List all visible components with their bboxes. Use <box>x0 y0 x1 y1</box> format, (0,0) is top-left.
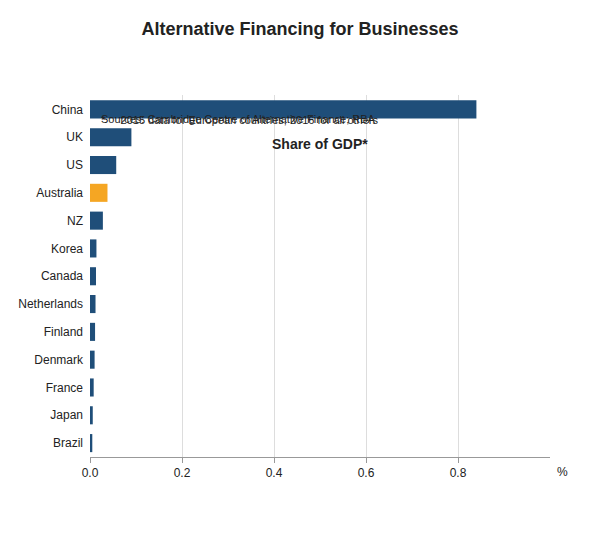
svg-text:Netherlands: Netherlands <box>18 297 83 311</box>
svg-text:US: US <box>66 158 83 172</box>
svg-text:Australia: Australia <box>36 186 83 200</box>
svg-text:Share of GDP*: Share of GDP* <box>272 136 368 152</box>
svg-text:0.2: 0.2 <box>174 466 191 480</box>
svg-text:Finland: Finland <box>44 325 83 339</box>
svg-text:Japan: Japan <box>50 408 83 422</box>
svg-text:Korea: Korea <box>51 242 83 256</box>
svg-text:China: China <box>52 103 84 117</box>
svg-text:%: % <box>557 465 568 479</box>
svg-text:France: France <box>46 381 84 395</box>
svg-text:Canada: Canada <box>41 269 83 283</box>
svg-text:0.8: 0.8 <box>450 466 467 480</box>
svg-text:Brazil: Brazil <box>53 436 83 450</box>
svg-text:Denmark: Denmark <box>34 353 84 367</box>
svg-text:0.6: 0.6 <box>358 466 375 480</box>
svg-text:0.4: 0.4 <box>266 466 283 480</box>
svg-text:0.0: 0.0 <box>82 466 99 480</box>
svg-text:* 2015 data for European c: * 2015 data for European countries, 2016… <box>101 114 379 126</box>
svg-text:Alternative Financing for Busi: Alternative Financing for Businesses <box>141 19 458 39</box>
svg-text:NZ: NZ <box>67 214 83 228</box>
svg-text:UK: UK <box>66 130 83 144</box>
svg-text:Sources: Cambridge Centre of A: Sources: Cambridge Centre of Alternative… <box>101 113 376 125</box>
